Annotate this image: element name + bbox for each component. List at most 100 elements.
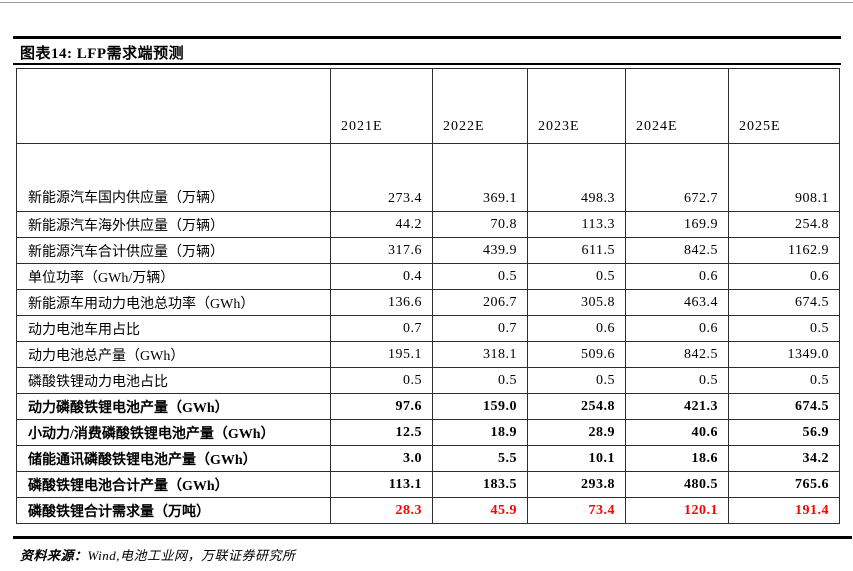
row-label: 磷酸铁锂合计需求量（万吨） <box>16 497 331 524</box>
source-text: Wind,电池工业网，万联证券研究所 <box>87 548 296 563</box>
row-label: 新能源汽车海外供应量（万辆） <box>16 211 331 238</box>
row-label: 新能源车用动力电池总功率（GWh） <box>16 289 331 316</box>
cell-value: 611.5 <box>527 237 626 264</box>
cell-value: 0.5 <box>728 367 840 394</box>
cell-value: 136.6 <box>330 289 433 316</box>
cell-value: 0.6 <box>728 263 840 290</box>
cell-value: 480.5 <box>625 471 729 498</box>
table-row: 新能源汽车国内供应量（万辆） 273.4 369.1 498.3 672.7 908.1 <box>16 143 840 212</box>
table-row: 单位功率（GWh/万辆） 0.4 0.5 0.5 0.6 0.6 <box>16 263 840 290</box>
cell-value: 509.6 <box>527 341 626 368</box>
table-row: 储能通讯磷酸铁锂电池产量（GWh） 3.0 5.5 10.1 18.6 34.2 <box>16 445 840 472</box>
cell-value: 113.3 <box>527 211 626 238</box>
cell-value: 842.5 <box>625 341 729 368</box>
cell-value: 254.8 <box>728 211 840 238</box>
row-label: 动力电池车用占比 <box>16 315 331 342</box>
cell-value: 0.5 <box>625 367 729 394</box>
row-label: 磷酸铁锂电池合计产量（GWh） <box>16 471 331 498</box>
page-top-rule <box>0 2 853 3</box>
cell-value: 206.7 <box>432 289 528 316</box>
cell-value: 18.9 <box>432 419 528 446</box>
cell-value: 5.5 <box>432 445 528 472</box>
source-label: 资料来源： <box>20 548 88 563</box>
source-divider-rule <box>13 536 852 539</box>
cell-value: 0.5 <box>330 367 433 394</box>
cell-value: 0.5 <box>432 263 528 290</box>
cell-value: 120.1 <box>625 497 729 524</box>
source-line: 资料来源：Wind,电池工业网，万联证券研究所 <box>20 545 296 564</box>
column-header-2024e: 2024E <box>625 68 729 144</box>
cell-value: 159.0 <box>432 393 528 420</box>
column-header-2023e: 2023E <box>527 68 626 144</box>
cell-value: 183.5 <box>432 471 528 498</box>
cell-value: 34.2 <box>728 445 840 472</box>
table-row: 磷酸铁锂电池合计产量（GWh） 113.1 183.5 293.8 480.5 765.6 <box>16 471 840 498</box>
cell-value: 44.2 <box>330 211 433 238</box>
table-row: 新能源汽车海外供应量（万辆） 44.2 70.8 113.3 169.9 254.8 <box>16 211 840 238</box>
column-header-2021e: 2021E <box>330 68 433 144</box>
cell-value: 195.1 <box>330 341 433 368</box>
table-row: 动力电池总产量（GWh） 195.1 318.1 509.6 842.5 1349.0 <box>16 341 840 368</box>
cell-value: 40.6 <box>625 419 729 446</box>
cell-value: 674.5 <box>728 393 840 420</box>
row-label: 动力电池总产量（GWh） <box>16 341 331 368</box>
cell-value: 12.5 <box>330 419 433 446</box>
cell-value: 0.5 <box>527 263 626 290</box>
row-label: 磷酸铁锂动力电池占比 <box>16 367 331 394</box>
cell-value: 45.9 <box>432 497 528 524</box>
cell-value: 273.4 <box>330 143 433 212</box>
cell-value: 765.6 <box>728 471 840 498</box>
cell-value: 293.8 <box>527 471 626 498</box>
cell-value: 0.7 <box>432 315 528 342</box>
cell-value: 70.8 <box>432 211 528 238</box>
cell-value: 1349.0 <box>728 341 840 368</box>
lfp-forecast-table: 2021E 2022E 2023E 2024E 2025E 新能源汽车国内供应量… <box>16 68 840 524</box>
cell-value: 169.9 <box>625 211 729 238</box>
cell-value: 0.6 <box>625 263 729 290</box>
cell-value: 0.5 <box>728 315 840 342</box>
cell-value: 1162.9 <box>728 237 840 264</box>
cell-value: 97.6 <box>330 393 433 420</box>
cell-value: 463.4 <box>625 289 729 316</box>
table-row: 磷酸铁锂合计需求量（万吨） 28.3 45.9 73.4 120.1 191.4 <box>16 497 840 524</box>
cell-value: 0.5 <box>432 367 528 394</box>
cell-value: 0.5 <box>527 367 626 394</box>
cell-value: 113.1 <box>330 471 433 498</box>
row-label: 单位功率（GWh/万辆） <box>16 263 331 290</box>
title-divider-rule <box>13 63 841 65</box>
table-row: 新能源车用动力电池总功率（GWh） 136.6 206.7 305.8 463.4 674… <box>16 289 840 316</box>
cell-value: 0.6 <box>625 315 729 342</box>
cell-value: 28.3 <box>330 497 433 524</box>
figure-title: 图表14: LFP需求端预测 <box>20 46 185 62</box>
cell-value: 317.6 <box>330 237 433 264</box>
cell-value: 73.4 <box>527 497 626 524</box>
row-label: 新能源汽车国内供应量（万辆） <box>16 143 331 212</box>
cell-value: 0.6 <box>527 315 626 342</box>
cell-value: 674.5 <box>728 289 840 316</box>
cell-value: 908.1 <box>728 143 840 212</box>
table-row: 动力电池车用占比 0.7 0.7 0.6 0.6 0.5 <box>16 315 840 342</box>
cell-value: 0.7 <box>330 315 433 342</box>
column-header-2025e: 2025E <box>728 68 840 144</box>
cell-value: 10.1 <box>527 445 626 472</box>
table-row: 小动力/消费磷酸铁锂电池产量（GWh） 12.5 18.9 28.9 40.6 56.9 <box>16 419 840 446</box>
cell-value: 3.0 <box>330 445 433 472</box>
cell-value: 305.8 <box>527 289 626 316</box>
cell-value: 318.1 <box>432 341 528 368</box>
table-row: 新能源汽车合计供应量（万辆） 317.6 439.9 611.5 842.5 1162.9 <box>16 237 840 264</box>
row-label: 动力磷酸铁锂电池产量（GWh） <box>16 393 331 420</box>
row-label: 储能通讯磷酸铁锂电池产量（GWh） <box>16 445 331 472</box>
cell-value: 369.1 <box>432 143 528 212</box>
table-header-row: 2021E 2022E 2023E 2024E 2025E <box>16 68 840 144</box>
cell-value: 191.4 <box>728 497 840 524</box>
cell-value: 254.8 <box>527 393 626 420</box>
cell-value: 842.5 <box>625 237 729 264</box>
cell-value: 498.3 <box>527 143 626 212</box>
cell-value: 18.6 <box>625 445 729 472</box>
cell-value: 421.3 <box>625 393 729 420</box>
figure-top-rule <box>13 36 841 39</box>
table-row: 动力磷酸铁锂电池产量（GWh） 97.6 159.0 254.8 421.3 674.5 <box>16 393 840 420</box>
cell-value: 56.9 <box>728 419 840 446</box>
table-row: 磷酸铁锂动力电池占比 0.5 0.5 0.5 0.5 0.5 <box>16 367 840 394</box>
